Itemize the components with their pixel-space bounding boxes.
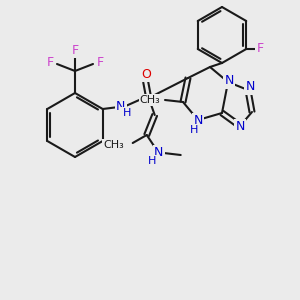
Text: F: F — [46, 56, 54, 70]
Text: H: H — [148, 156, 156, 166]
Text: N: N — [154, 146, 164, 160]
Text: N: N — [224, 74, 234, 88]
Text: F: F — [71, 44, 79, 56]
Text: CH₃: CH₃ — [103, 140, 124, 150]
Text: N: N — [116, 100, 125, 112]
Text: H: H — [122, 108, 131, 118]
Text: H: H — [190, 125, 198, 135]
Text: F: F — [257, 43, 264, 56]
Text: O: O — [141, 68, 151, 80]
Text: N: N — [235, 121, 245, 134]
Text: N: N — [245, 80, 255, 94]
Text: F: F — [96, 56, 103, 70]
Text: N: N — [193, 115, 203, 128]
Text: CH₃: CH₃ — [139, 95, 160, 105]
